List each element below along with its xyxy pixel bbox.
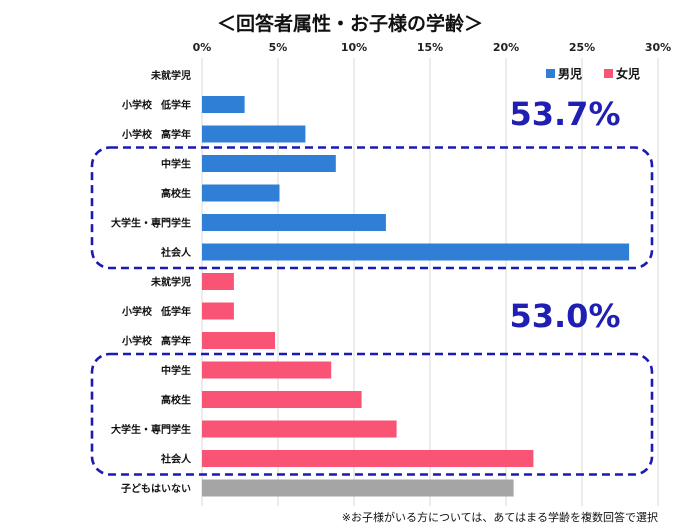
legend-swatch [546,69,555,78]
group-brackets: 53.7% 53.0% [90,95,654,476]
legend: 男児 女児 [546,66,640,81]
category-label: 未就学児 [150,69,191,82]
bar [202,361,332,379]
category-label: 中学生 [161,364,191,377]
chart-title: ＜回答者属性・お子様の学齢＞ [216,13,483,35]
bar [202,243,630,261]
legend-label: 男児 [558,67,582,81]
bars [202,96,630,497]
bar [202,420,397,438]
x-tick-label: 25% [569,41,595,54]
bar [202,155,336,172]
category-label: 小学校 高学年 [121,335,191,348]
legend-label: 女児 [616,66,640,81]
category-label: 高校生 [161,187,191,200]
bar [202,184,280,202]
category-label: 小学校 高学年 [121,128,191,141]
x-tick-label: 0% [193,41,212,54]
x-tick-label: 20% [493,41,519,54]
bar [202,302,234,320]
footnote: ※お子様がいる方については、あてはまる学齢を複数回答で選択 [342,510,658,524]
x-tick-label: 5% [269,41,288,54]
x-axis-ticks: 0% 5% 10% 15% 20% 25% 30% [193,41,672,54]
x-tick-label: 15% [417,41,443,54]
bar [202,125,306,143]
category-label: 小学校 低学年 [121,305,191,318]
category-label: 小学校 低学年 [121,99,191,112]
category-label: 子どもはいない [121,482,191,495]
x-tick-label: 10% [341,41,367,54]
bar [202,332,275,349]
bar [202,479,514,497]
category-label: 大学生・専門学生 [111,217,191,230]
category-label: 大学生・専門学生 [111,423,191,436]
percentage-annotation: 53.7% [509,95,620,133]
x-tick-label: 30% [645,41,671,54]
category-label: 中学生 [161,158,191,171]
percentage-annotation: 53.0% [509,297,620,335]
category-label: 社会人 [160,453,192,466]
bar [202,96,245,113]
legend-swatch [604,69,613,78]
group-bracket [90,146,654,270]
category-label: 未就学児 [150,276,191,289]
category-label: 社会人 [160,246,192,259]
group-bracket [90,352,654,476]
category-label: 高校生 [161,394,191,407]
bar [202,450,534,467]
bar [202,391,362,408]
bar [202,273,234,290]
bar [202,214,386,231]
